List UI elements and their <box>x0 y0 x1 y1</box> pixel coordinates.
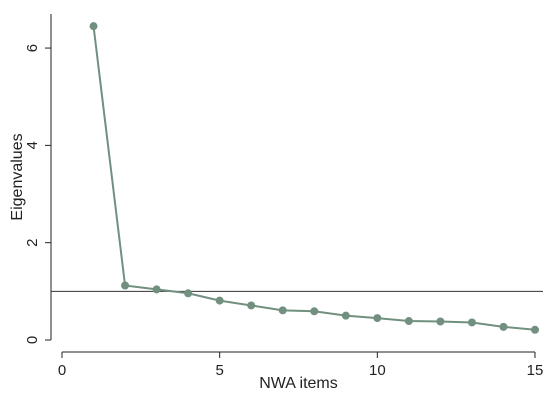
data-point <box>278 306 287 315</box>
x-axis-ticks: 0 5 10 15 <box>58 352 544 379</box>
data-point <box>436 317 445 326</box>
data-point <box>341 311 350 320</box>
y-axis-title: Eigenvalues <box>9 133 26 220</box>
data-point <box>184 289 193 298</box>
x-tick-label: 15 <box>527 362 544 379</box>
data-point <box>373 314 382 323</box>
x-axis-title: NWA items <box>259 375 338 392</box>
y-axis-ticks: 0 2 4 6 <box>24 44 51 344</box>
data-points <box>89 22 539 334</box>
y-tick-label: 0 <box>24 336 41 344</box>
y-tick-label: 4 <box>24 141 41 149</box>
data-point <box>404 317 413 326</box>
x-tick-label: 5 <box>215 362 223 379</box>
x-tick-label: 0 <box>58 362 66 379</box>
y-tick-label: 6 <box>24 44 41 52</box>
data-point <box>247 301 256 310</box>
data-point <box>499 322 508 331</box>
data-point <box>215 296 224 305</box>
data-point <box>531 325 539 334</box>
data-point <box>310 307 319 316</box>
data-point <box>152 285 161 294</box>
y-tick-label: 2 <box>24 239 41 247</box>
axes <box>50 14 535 353</box>
data-point <box>89 22 98 31</box>
x-tick-label: 10 <box>369 362 386 379</box>
data-point <box>121 281 130 290</box>
data-point <box>467 318 476 327</box>
